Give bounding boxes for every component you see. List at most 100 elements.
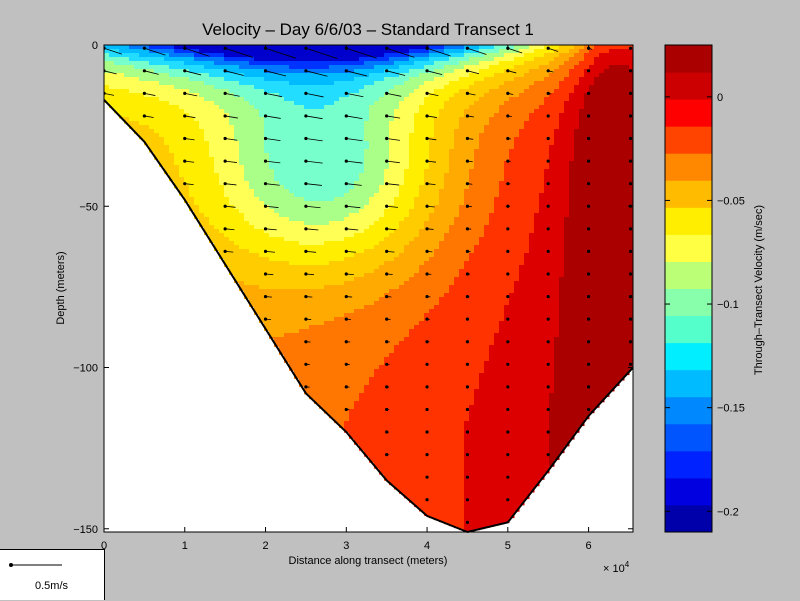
contour-cell [324,141,330,146]
contour-cell [319,181,325,186]
contour-cell [204,145,210,150]
contour-cell [304,201,310,206]
contour-cell [264,169,270,174]
contour-cell [434,297,440,302]
contour-cell [179,185,185,190]
contour-cell [444,329,450,334]
contour-cell [279,161,285,166]
contour-cell [314,329,320,334]
contour-cell [194,65,200,70]
contour-cell [204,93,210,98]
contour-cell [234,261,240,266]
contour-cell [399,225,405,230]
contour-cell [404,481,410,486]
contour-cell [384,389,390,394]
contour-cell [134,49,140,54]
contour-cell [254,205,260,210]
contour-cell [164,93,170,98]
contour-cell [414,441,420,446]
contour-cell [409,81,415,86]
contour-cell [419,221,425,226]
contour-cell [384,109,390,114]
contour-cell [424,197,430,202]
contour-cell [444,473,450,478]
contour-cell [434,77,440,82]
contour-cell [319,305,325,310]
contour-cell [269,217,275,222]
contour-cell [294,149,300,154]
contour-cell [379,413,385,418]
contour-cell [184,77,190,82]
contour-cell [379,393,385,398]
contour-cell [439,421,445,426]
contour-cell [409,293,415,298]
contour-cell [389,289,395,294]
contour-cell [384,325,390,330]
contour-cell [209,133,215,138]
contour-cell [274,45,280,50]
contour-cell [304,189,310,194]
contour-cell [229,265,235,270]
contour-cell [119,53,125,58]
contour-cell [409,261,415,266]
contour-cell [434,269,440,274]
contour-cell [389,389,395,394]
contour-cell [194,125,200,130]
contour-cell [304,289,310,294]
contour-cell [389,49,395,54]
contour-cell [289,65,295,70]
contour-cell [319,205,325,210]
contour-cell [269,233,275,238]
contour-cell [369,53,375,58]
contour-cell [434,129,440,134]
contour-cell [179,177,185,182]
contour-cell [194,97,200,102]
contour-cell [364,265,370,270]
contour-cell [334,61,340,66]
contour-cell [209,213,215,218]
contour-cell [444,381,450,386]
contour-cell [354,357,360,362]
contour-cell [384,401,390,406]
contour-cell [434,221,440,226]
contour-cell [374,197,380,202]
contour-cell [424,349,430,354]
contour-cell [399,133,405,138]
contour-cell [434,257,440,262]
contour-cell [229,253,235,258]
contour-cell [304,357,310,362]
contour-cell [419,217,425,222]
contour-cell [419,201,425,206]
contour-cell [349,381,355,386]
contour-cell [209,129,215,134]
contour-cell [334,333,340,338]
contour-cell [429,373,435,378]
contour-cell [364,253,370,258]
contour-cell [394,125,400,130]
contour-cell [304,217,310,222]
contour-cell [419,241,425,246]
contour-cell [359,297,365,302]
contour-cell [434,145,440,150]
contour-cell [279,265,285,270]
contour-cell [304,49,310,54]
contour-cell [289,289,295,294]
contour-cell [159,129,165,134]
contour-cell [409,393,415,398]
contour-cell [404,385,410,390]
contour-cell [259,237,265,242]
contour-cell [404,125,410,130]
contour-cell [184,45,190,50]
contour-cell [359,173,365,178]
contour-cell [384,369,390,374]
contour-cell [334,93,340,98]
contour-cell [389,177,395,182]
contour-cell [324,177,330,182]
contour-cell [234,81,240,86]
contour-cell [434,89,440,94]
contour-cell [224,245,230,250]
contour-cell [299,77,305,82]
contour-cell [329,385,335,390]
contour-cell [264,293,270,298]
contour-cell [339,321,345,326]
